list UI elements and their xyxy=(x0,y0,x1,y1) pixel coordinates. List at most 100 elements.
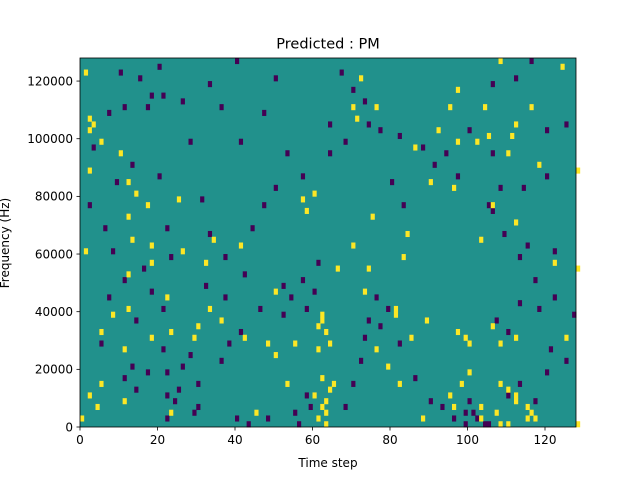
heatmap-cell-low xyxy=(223,254,228,261)
heatmap-cell-high xyxy=(83,69,89,76)
heatmap-cell-low xyxy=(452,415,457,422)
heatmap-cell-low xyxy=(157,63,162,70)
heatmap-cell-high xyxy=(316,346,321,353)
heatmap-cell-low xyxy=(134,386,139,393)
heatmap-cell-high xyxy=(165,294,170,301)
heatmap-cell-high xyxy=(196,323,201,330)
heatmap-cell-low xyxy=(91,144,96,151)
heatmap-cell-high xyxy=(576,167,581,174)
heatmap-cell-high xyxy=(479,236,484,243)
heatmap-cell-high xyxy=(506,421,511,428)
heatmap-cell-low xyxy=(192,409,197,416)
plot-frame xyxy=(79,57,577,428)
heatmap-cell-high xyxy=(401,254,406,261)
heatmap-cell-high xyxy=(99,138,104,145)
heatmap-cell-low xyxy=(293,409,298,416)
heatmap-cell-low xyxy=(421,144,426,151)
x-tick-label: 80 xyxy=(382,433,397,447)
heatmap-cell-high xyxy=(331,380,337,387)
heatmap-cell-low xyxy=(196,380,201,387)
heatmap-cell-high xyxy=(273,288,278,295)
heatmap-cell-low xyxy=(273,75,278,82)
heatmap-cell-high xyxy=(576,265,581,272)
heatmap-cell-low xyxy=(572,311,577,318)
x-tick-label: 0 xyxy=(76,433,84,447)
heatmap-cell-high xyxy=(335,265,340,272)
heatmap-cell-high xyxy=(254,409,259,416)
heatmap-cell-high xyxy=(149,334,154,341)
heatmap-cell-low xyxy=(238,138,244,145)
heatmap-cell-low xyxy=(564,121,569,128)
heatmap-cell-high xyxy=(99,328,104,336)
heatmap-cell-high xyxy=(169,409,174,416)
heatmap-cell-low xyxy=(200,196,205,203)
heatmap-cell-low xyxy=(502,230,507,238)
heatmap-cell-high xyxy=(498,340,503,347)
heatmap-cell-low xyxy=(517,380,523,387)
heatmap-cell-low xyxy=(262,202,267,209)
heatmap-cell-high xyxy=(324,398,329,405)
heatmap-cell-low xyxy=(134,317,139,324)
heatmap-cell-high xyxy=(300,196,306,203)
heatmap-cell-low xyxy=(386,305,391,312)
heatmap-cell-low xyxy=(188,352,193,359)
heatmap-cell-low xyxy=(111,248,116,255)
x-axis-label: Time step xyxy=(297,456,357,470)
heatmap-cell-high xyxy=(87,167,92,174)
heatmap-cell-low xyxy=(176,386,182,393)
heatmap-cell-low xyxy=(467,127,472,134)
heatmap-cell-low xyxy=(328,150,333,157)
heatmap-cell-high xyxy=(87,127,92,134)
heatmap-cell-low xyxy=(521,184,526,191)
heatmap-cell-low xyxy=(486,202,492,209)
heatmap-cell-low xyxy=(173,398,178,405)
heatmap-cell-low xyxy=(130,363,135,370)
heatmap-cell-high xyxy=(320,403,325,411)
heatmap-cell-high xyxy=(455,138,461,145)
heatmap-cell-high xyxy=(552,259,557,266)
heatmap-cell-low xyxy=(273,184,278,191)
heatmap-cell-high xyxy=(134,190,139,197)
heatmap-cell-high xyxy=(359,75,364,82)
heatmap-cell-high xyxy=(428,179,433,186)
heatmap-cell-high xyxy=(506,150,511,157)
heatmap-plot-area xyxy=(80,58,581,428)
heatmap-cell-low xyxy=(107,294,112,301)
heatmap-cell-low xyxy=(304,305,309,312)
heatmap-cell-low xyxy=(328,121,333,128)
heatmap-cell-high xyxy=(285,380,290,387)
heatmap-cell-low xyxy=(397,340,402,347)
heatmap-cell-high xyxy=(169,328,174,336)
heatmap-cell-high xyxy=(452,184,457,191)
heatmap-cell-high xyxy=(176,196,182,203)
heatmap-cell-low xyxy=(165,415,170,422)
heatmap-cell-high xyxy=(324,409,329,416)
heatmap-cell-low xyxy=(161,346,166,353)
heatmap-cell-low xyxy=(114,179,120,186)
heatmap-cell-low xyxy=(533,277,538,284)
heatmap-cell-low xyxy=(378,127,383,134)
heatmap-cell-high xyxy=(560,63,565,70)
y-tick-label: 0 xyxy=(65,420,73,434)
heatmap-cell-low xyxy=(545,369,550,376)
heatmap-cell-low xyxy=(552,294,557,301)
heatmap-cell-low xyxy=(490,207,495,214)
heatmap-cell-high xyxy=(374,104,379,111)
heatmap-cell-low xyxy=(362,334,368,341)
heatmap-cell-high xyxy=(448,392,453,399)
heatmap-cell-low xyxy=(219,357,224,364)
heatmap-cell-low xyxy=(533,398,538,405)
heatmap-cell-low xyxy=(99,340,104,347)
heatmap-cell-low xyxy=(285,150,290,157)
heatmap-cell-high xyxy=(452,403,457,411)
heatmap-cell-high xyxy=(83,248,89,255)
y-tick-label: 20000 xyxy=(35,363,73,377)
heatmap-cell-low xyxy=(514,75,519,82)
heatmap-cell-high xyxy=(490,202,495,209)
heatmap-cell-high xyxy=(486,132,492,140)
heatmap-cell-high xyxy=(320,375,325,382)
heatmap-cell-low xyxy=(463,409,468,416)
heatmap-cell-high xyxy=(126,179,131,186)
heatmap-cell-low xyxy=(471,409,476,416)
